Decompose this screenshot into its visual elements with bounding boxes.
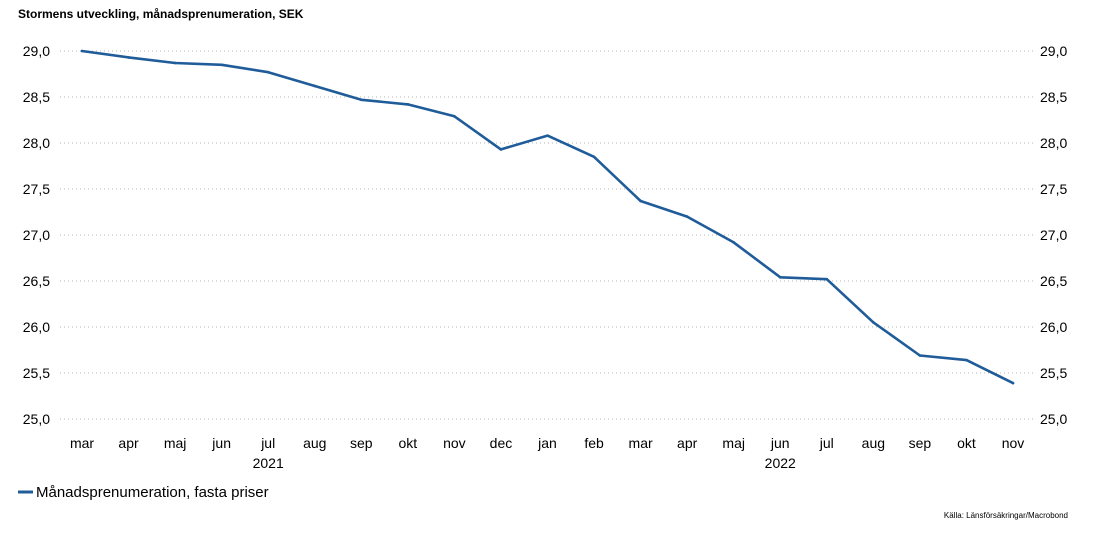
- y-tick-label-right: 28,0: [1040, 135, 1067, 151]
- y-tick-label-right: 25,0: [1040, 411, 1067, 427]
- x-tick-label: apr: [677, 435, 698, 451]
- y-tick-label-left: 27,0: [23, 227, 50, 243]
- y-tick-label-right: 25,5: [1040, 365, 1067, 381]
- y-tick-label-left: 28,0: [23, 135, 50, 151]
- y-tick-label-left: 28,5: [23, 89, 50, 105]
- x-tick-label: aug: [303, 435, 326, 451]
- x-tick-label: feb: [584, 435, 604, 451]
- data-point: [80, 49, 84, 53]
- x-tick-label: nov: [1002, 435, 1025, 451]
- data-point: [406, 103, 410, 106]
- y-tick-label-right: 26,5: [1040, 273, 1067, 289]
- data-point: [778, 276, 782, 279]
- x-tick-label: maj: [722, 435, 745, 451]
- x-tick-label: okt: [957, 435, 976, 451]
- x-year-label: 2021: [253, 455, 284, 471]
- x-tick-label: jan: [537, 435, 557, 451]
- x-tick-label: aug: [862, 435, 885, 451]
- x-tick-label: sep: [350, 435, 373, 451]
- y-tick-label-left: 25,0: [23, 411, 50, 427]
- y-tick-label-right: 26,0: [1040, 319, 1067, 335]
- data-point: [266, 70, 270, 74]
- data-point: [918, 354, 922, 357]
- x-tick-label: jun: [211, 435, 231, 451]
- x-tick-label: jul: [260, 435, 275, 451]
- data-point: [499, 148, 503, 151]
- x-tick-label: okt: [399, 435, 418, 451]
- x-tick-label: sep: [909, 435, 932, 451]
- x-tick-label: apr: [118, 435, 139, 451]
- y-tick-label-right: 29,0: [1040, 43, 1067, 59]
- data-point: [639, 199, 642, 203]
- y-tick-label-left: 29,0: [23, 43, 50, 59]
- legend-label: Månadsprenumeration, fasta priser: [36, 484, 269, 501]
- x-tick-label: maj: [164, 435, 187, 451]
- data-point: [360, 98, 363, 102]
- y-tick-label-left: 25,5: [23, 365, 50, 381]
- data-point: [965, 358, 968, 362]
- data-point: [1011, 381, 1015, 385]
- data-point: [453, 115, 456, 118]
- x-tick-label: nov: [443, 435, 466, 451]
- y-tick-label-left: 27,5: [23, 181, 50, 197]
- source-note: Källa: Länsförsäkringar/Macrobond: [943, 511, 1068, 520]
- data-point: [592, 155, 596, 159]
- x-tick-label: mar: [629, 435, 653, 451]
- data-point: [546, 134, 549, 137]
- data-point: [127, 56, 130, 59]
- data-point: [220, 63, 223, 67]
- y-tick-label-left: 26,0: [23, 319, 50, 335]
- y-tick-label-left: 26,5: [23, 273, 50, 289]
- y-tick-label-right: 27,0: [1040, 227, 1067, 243]
- data-point: [313, 84, 317, 88]
- y-tick-label-right: 28,5: [1040, 89, 1067, 105]
- x-tick-label: dec: [490, 435, 513, 451]
- y-tick-label-right: 27,5: [1040, 181, 1067, 197]
- data-point: [732, 241, 735, 244]
- data-point: [173, 61, 177, 65]
- chart-title: Stormens utveckling, månadsprenumeration…: [18, 7, 304, 21]
- x-tick-label: jun: [770, 435, 790, 451]
- series-line: [80, 49, 1015, 385]
- data-point: [872, 321, 875, 324]
- data-point: [825, 277, 829, 281]
- x-tick-label: jul: [819, 435, 834, 451]
- x-tick-label: mar: [70, 435, 94, 451]
- data-point: [685, 215, 689, 218]
- x-year-label: 2022: [765, 455, 796, 471]
